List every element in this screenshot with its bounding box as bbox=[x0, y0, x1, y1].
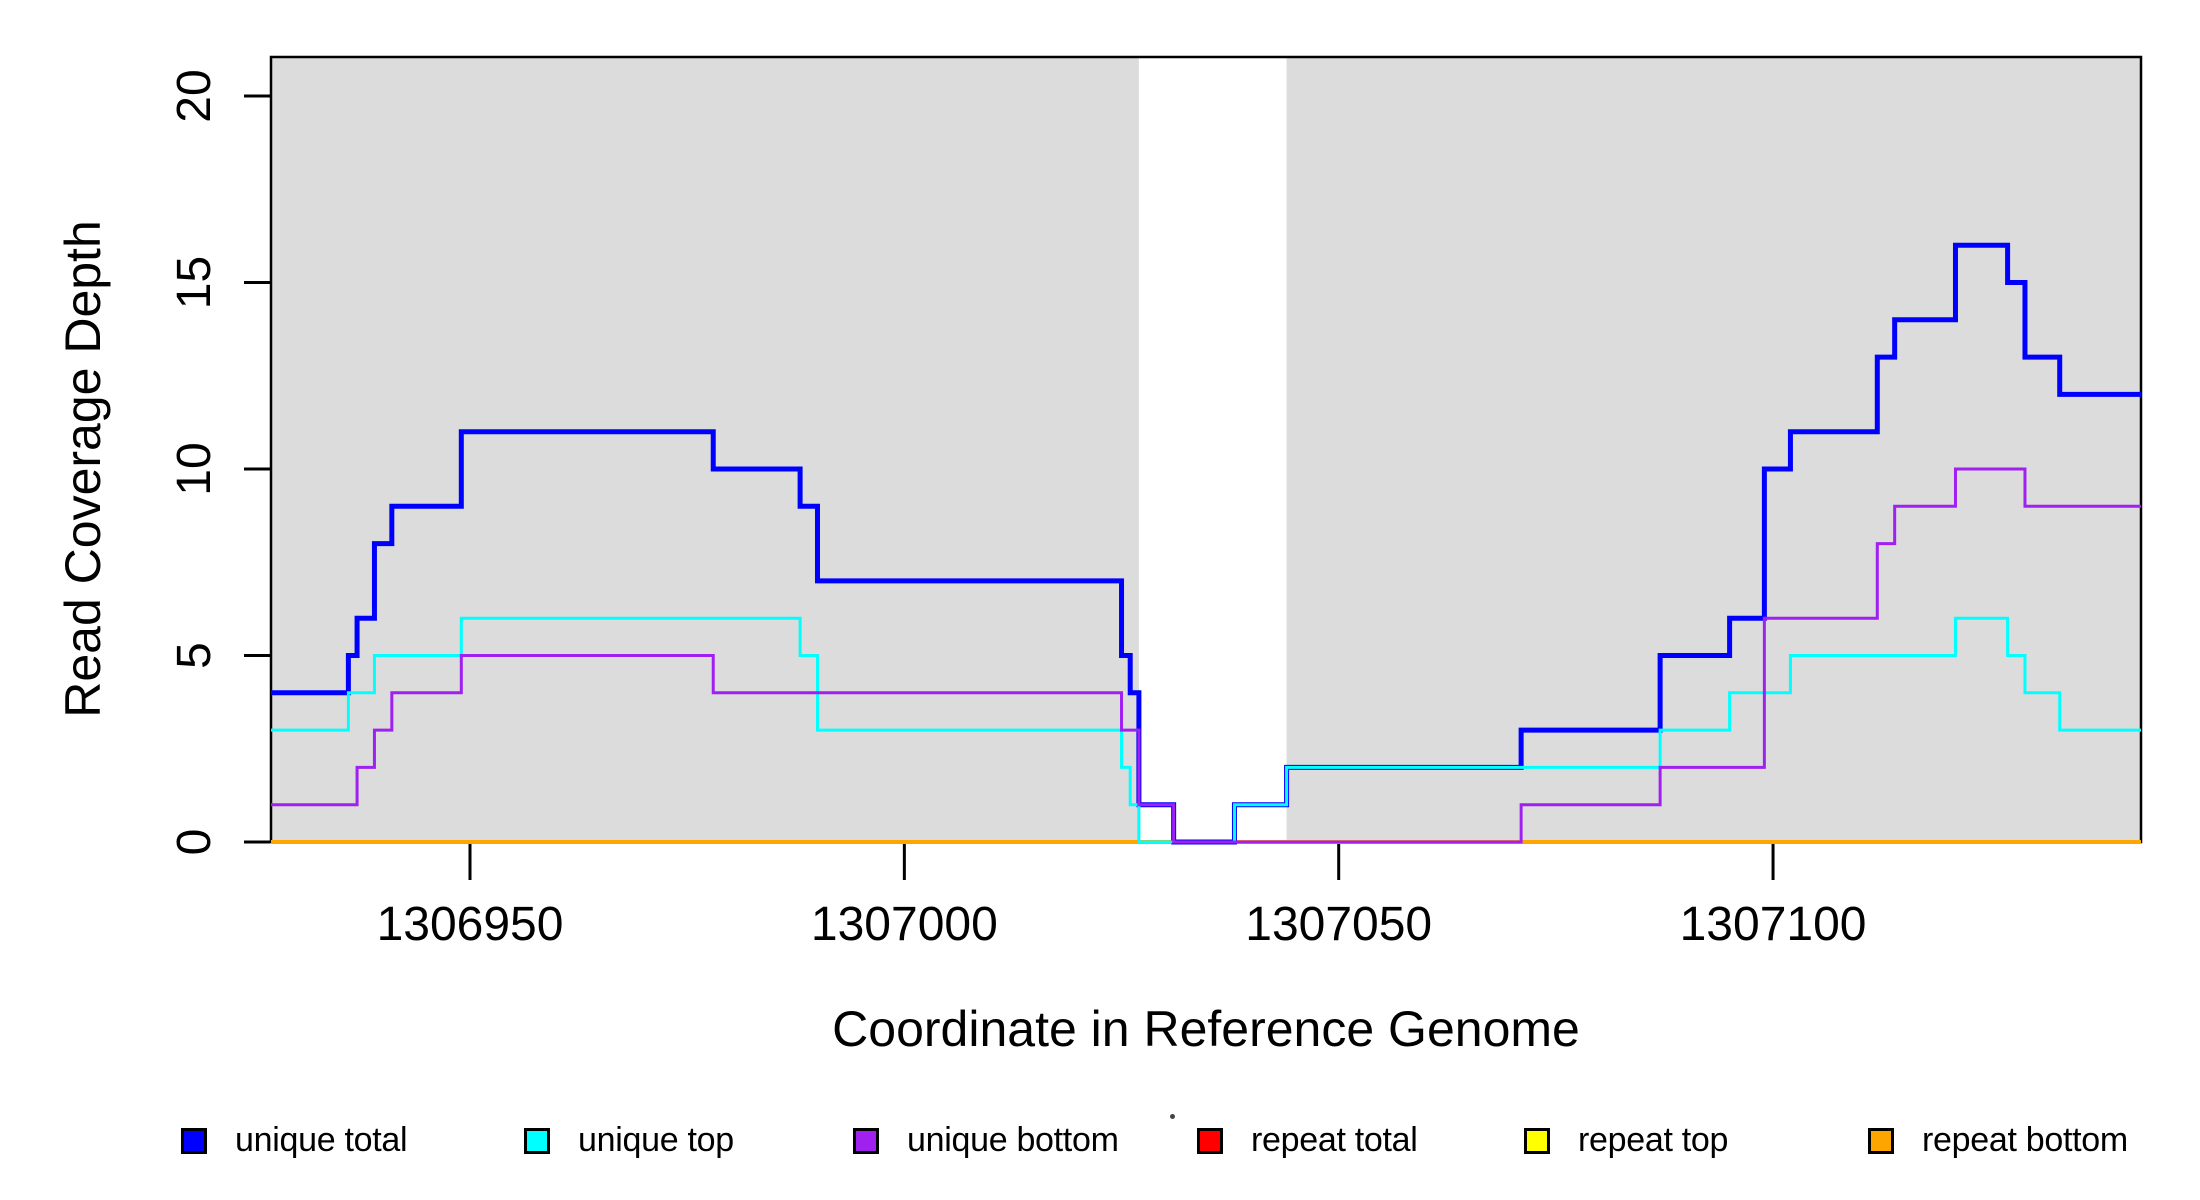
y-tick-label: 5 bbox=[168, 642, 221, 669]
legend-label: repeat total bbox=[1251, 1121, 1418, 1159]
x-axis-title: Coordinate in Reference Genome bbox=[832, 1001, 1580, 1057]
unique-bottom-line bbox=[271, 467, 2141, 844]
legend-label: unique bottom bbox=[907, 1121, 1119, 1159]
legend-label: unique total bbox=[235, 1121, 408, 1159]
y-tick-label: 20 bbox=[168, 69, 221, 122]
legend-item-unique-total: unique total bbox=[181, 1121, 408, 1160]
legend-swatch-unique-bottom bbox=[853, 1127, 879, 1154]
x-tick-label: 1307000 bbox=[811, 898, 998, 951]
x-tick-label: 1306950 bbox=[377, 898, 564, 951]
legend-label: unique top bbox=[578, 1121, 734, 1159]
shaded-region-0 bbox=[271, 58, 1139, 842]
legend-swatch-unique-total bbox=[181, 1127, 207, 1154]
legend-swatch-unique-top bbox=[524, 1127, 550, 1154]
y-axis-title: Read Coverage Depth bbox=[55, 220, 111, 718]
legend-swatch-repeat-top bbox=[1524, 1127, 1550, 1154]
shaded-region-1 bbox=[1286, 58, 2141, 842]
stray-mark bbox=[1170, 1114, 1175, 1119]
legend-swatch-repeat-total bbox=[1197, 1127, 1223, 1154]
legend-label: repeat bottom bbox=[1922, 1121, 2128, 1159]
y-tick-label: 10 bbox=[168, 442, 221, 495]
legend-item-repeat-bottom: repeat bottom bbox=[1868, 1121, 2128, 1160]
y-tick-label: 0 bbox=[168, 829, 221, 856]
legend-item-repeat-total: repeat total bbox=[1197, 1121, 1418, 1160]
x-tick-label: 1307050 bbox=[1245, 898, 1432, 951]
legend-label: repeat top bbox=[1578, 1121, 1729, 1159]
y-tick-label: 15 bbox=[168, 256, 221, 309]
legend-item-repeat-top: repeat top bbox=[1524, 1121, 1728, 1160]
legend-item-unique-top: unique top bbox=[524, 1121, 734, 1160]
unique-top-line bbox=[271, 616, 2141, 844]
legend-item-unique-bottom: unique bottom bbox=[853, 1121, 1119, 1160]
legend-swatch-repeat-bottom bbox=[1868, 1127, 1894, 1154]
x-tick-label: 1307100 bbox=[1680, 898, 1867, 951]
